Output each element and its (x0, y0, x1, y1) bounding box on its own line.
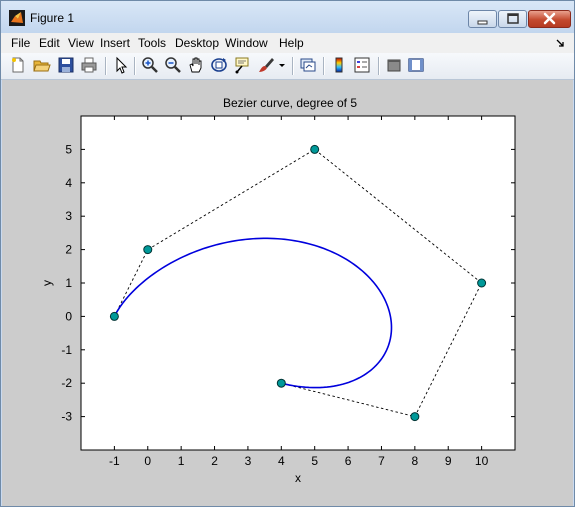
control-point-marker (477, 278, 487, 288)
new-figure-icon (12, 57, 24, 73)
menu-edit[interactable]: Edit (39, 36, 60, 50)
hide-plot-tools-icon (387, 59, 401, 72)
save-icon (58, 57, 74, 73)
menu-window[interactable]: Window (225, 36, 268, 50)
pan-hand-icon (189, 57, 202, 73)
toolbar-separator (134, 57, 136, 75)
bezier-curve-line (113, 237, 393, 389)
x-tick-label: 8 (412, 454, 419, 468)
title-bar[interactable]: Figure 1 (1, 1, 574, 33)
save-button[interactable] (57, 56, 75, 74)
y-tick-label: 4 (65, 176, 72, 190)
zoom-out-button[interactable] (164, 56, 182, 74)
new-figure-button[interactable] (9, 56, 27, 74)
x-tick-label: -1 (109, 454, 120, 468)
close-button[interactable] (528, 10, 571, 28)
toolbar-separator (105, 57, 107, 75)
menu-view[interactable]: View (68, 36, 94, 50)
maximize-button[interactable] (498, 10, 527, 28)
menu-tools[interactable]: Tools (138, 36, 167, 50)
x-tick-label: 3 (245, 454, 252, 468)
open-file-icon (33, 60, 51, 72)
edit-plot-button[interactable] (112, 56, 130, 74)
link-plot-button[interactable] (299, 56, 317, 74)
insert-colorbar-icon (335, 57, 343, 73)
x-tick-label: 1 (178, 454, 185, 468)
data-cursor-button[interactable] (233, 56, 251, 74)
print-button[interactable] (80, 56, 98, 74)
control-point-marker (410, 412, 420, 422)
x-tick-label: 9 (445, 454, 452, 468)
zoom-in-button[interactable] (141, 56, 159, 74)
menu-file[interactable]: File (11, 36, 31, 50)
brush-button[interactable] (257, 56, 275, 74)
minimize-button[interactable] (468, 10, 497, 28)
x-tick-label: 6 (345, 454, 352, 468)
toolbar-separator (323, 57, 325, 75)
insert-legend-icon (354, 57, 370, 73)
menu-insert[interactable]: Insert (100, 36, 131, 50)
print-icon (81, 57, 97, 73)
control-point-marker (276, 378, 286, 388)
control-polygon-line (113, 148, 483, 418)
y-axis-label: y (40, 280, 54, 286)
open-file-button[interactable] (33, 56, 51, 74)
close-icon (543, 12, 556, 25)
edit-plot-arrow-icon (116, 56, 128, 74)
brush-icon (259, 58, 274, 72)
y-tick-label: 5 (65, 142, 72, 156)
figure-canvas: Bezier curve, degree of 5 -1 0 1 2 3 4 5 6 7 8 9 10… (2, 80, 573, 506)
axes-area[interactable] (80, 115, 516, 451)
y-tick-label: -3 (61, 410, 72, 424)
show-plot-tools-button[interactable] (407, 56, 425, 74)
brush-dropdown-icon (279, 64, 285, 67)
window-title: Figure 1 (30, 11, 75, 25)
axis-tick-labels: -1 0 1 2 3 4 5 6 7 8 9 10 -3 -2 -1 0 1 2 3 4 5 (61, 142, 488, 468)
control-point-marker (310, 144, 320, 154)
menu-bar: File Edit View Insert Tools Desktop Wind… (1, 33, 574, 53)
x-axis-label: x (295, 471, 301, 485)
rotate-3d-button[interactable] (210, 56, 228, 74)
bezier-plot[interactable]: Bezier curve, degree of 5 -1 0 1 2 3 4 5 6 7 8 9 10… (2, 80, 573, 506)
x-tick-label: 0 (144, 454, 151, 468)
x-tick-label: 2 (211, 454, 218, 468)
x-tick-label: 5 (311, 454, 318, 468)
control-points (109, 144, 487, 422)
zoom-in-icon (142, 57, 158, 73)
x-tick-label: 4 (278, 454, 285, 468)
brush-dropdown-button[interactable] (277, 56, 287, 74)
show-plot-tools-icon (408, 58, 424, 72)
control-point-marker (109, 311, 119, 321)
data-cursor-icon (235, 57, 249, 74)
chart-title: Bezier curve, degree of 5 (223, 96, 357, 110)
y-tick-label: 3 (65, 209, 72, 223)
maximize-icon (507, 13, 519, 24)
y-tick-label: -2 (61, 376, 72, 390)
figure-toolbar (1, 53, 574, 80)
pan-button[interactable] (187, 56, 205, 74)
insert-colorbar-button[interactable] (330, 56, 348, 74)
link-plot-icon (300, 58, 316, 72)
y-tick-label: 0 (65, 309, 72, 323)
y-tick-label: 1 (65, 276, 72, 290)
y-tick-label: -1 (61, 343, 72, 357)
x-tick-label: 10 (475, 454, 489, 468)
control-point-marker (143, 245, 153, 255)
toolbar-separator (378, 57, 380, 75)
rotate-3d-icon (211, 58, 227, 72)
hide-plot-tools-button[interactable] (385, 56, 403, 74)
menu-desktop[interactable]: Desktop (175, 36, 220, 50)
axis-ticks (81, 116, 515, 450)
matlab-logo-icon (9, 10, 25, 26)
y-tick-label: 2 (65, 243, 72, 257)
x-tick-label: 7 (378, 454, 385, 468)
toolbar-separator (292, 57, 294, 75)
dock-arrow-icon[interactable] (555, 38, 565, 48)
zoom-out-icon (165, 57, 181, 73)
minimize-icon (477, 20, 488, 25)
menu-help[interactable]: Help (279, 36, 304, 50)
insert-legend-button[interactable] (353, 56, 371, 74)
